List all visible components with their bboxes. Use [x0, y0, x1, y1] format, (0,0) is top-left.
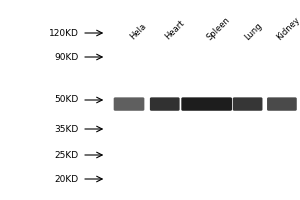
Text: 90KD: 90KD [55, 52, 79, 62]
FancyBboxPatch shape [114, 97, 144, 111]
FancyBboxPatch shape [181, 97, 232, 111]
Text: 120KD: 120KD [49, 28, 79, 38]
Text: 50KD: 50KD [55, 96, 79, 104]
Text: 20KD: 20KD [55, 174, 79, 184]
Text: Heart: Heart [163, 19, 186, 42]
Text: Kidney: Kidney [275, 15, 300, 42]
Text: Lung: Lung [243, 21, 264, 42]
Text: Spleen: Spleen [205, 15, 232, 42]
Text: 35KD: 35KD [55, 124, 79, 134]
FancyBboxPatch shape [150, 97, 180, 111]
FancyBboxPatch shape [233, 97, 262, 111]
Text: 25KD: 25KD [55, 150, 79, 160]
Text: Hela: Hela [129, 22, 148, 42]
FancyBboxPatch shape [267, 97, 297, 111]
